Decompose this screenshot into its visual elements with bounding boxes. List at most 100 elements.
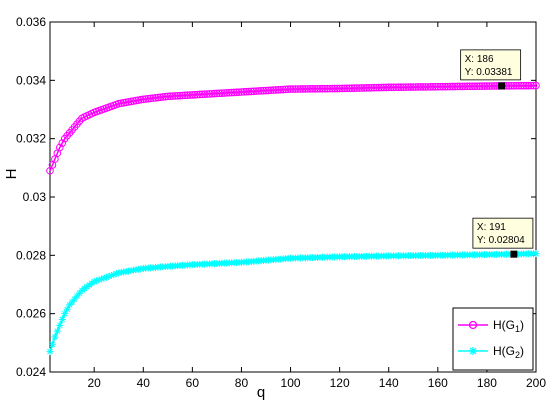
data-point (259, 86, 268, 95)
data-point (164, 92, 172, 101)
data-point (218, 89, 226, 97)
data-point (210, 89, 219, 98)
data-point (100, 274, 108, 282)
data-point (141, 95, 150, 103)
data-point (296, 85, 305, 93)
data-point (372, 83, 381, 92)
data-point (156, 93, 165, 102)
datatip-box (472, 217, 534, 249)
x-tick-label: 40 (137, 376, 151, 390)
data-point (392, 83, 400, 92)
data-point (75, 289, 83, 297)
data-point (254, 87, 263, 95)
legend-box (452, 307, 534, 371)
data-point (343, 84, 351, 93)
data-point (220, 89, 229, 97)
data-point (365, 84, 373, 92)
y-tick-label: 0.032 (16, 132, 46, 146)
data-point (171, 92, 179, 100)
data-point (112, 270, 120, 278)
data-point (470, 82, 479, 91)
data-point (527, 81, 535, 90)
series-2 (46, 250, 540, 356)
data-point (51, 333, 59, 341)
data-point (436, 82, 445, 91)
legend-marker-g1 (468, 320, 478, 330)
data-point (168, 92, 177, 100)
data-point (176, 91, 184, 100)
data-point (66, 301, 74, 309)
x-tick-label: 60 (186, 376, 200, 390)
data-point (399, 83, 408, 91)
data-point (274, 86, 283, 94)
data-point (308, 85, 317, 93)
data-point (441, 82, 449, 91)
data-point (483, 82, 491, 90)
y-tick-label: 0.024 (16, 365, 46, 379)
data-point (367, 83, 376, 92)
datatip-box (460, 49, 522, 81)
data-point (183, 91, 192, 100)
data-point (191, 90, 199, 99)
data-point (519, 81, 528, 90)
data-point (286, 85, 295, 93)
data-point (419, 83, 427, 91)
datatip-2: X: 191 Y: 0.02804 (472, 217, 534, 258)
data-point (461, 82, 469, 91)
data-point (279, 85, 287, 94)
datatip-1: X: 186 Y: 0.03381 (460, 49, 522, 90)
data-point (375, 83, 383, 92)
data-point (237, 88, 246, 96)
data-point (149, 94, 157, 102)
data-point (281, 85, 290, 94)
data-point (330, 84, 339, 93)
data-point (490, 82, 499, 90)
data-point (355, 84, 364, 92)
data-point (71, 295, 79, 303)
data-point (377, 83, 386, 92)
data-point (198, 90, 206, 99)
data-point (193, 90, 202, 99)
data-point (426, 83, 435, 91)
data-point (188, 91, 197, 99)
data-point (257, 87, 265, 95)
data-point (421, 83, 430, 91)
data-point (242, 87, 251, 96)
data-point (458, 82, 467, 91)
data-point (505, 82, 513, 90)
data-point (178, 91, 187, 100)
data-point (58, 139, 67, 147)
data-point (465, 82, 474, 91)
data-point (480, 82, 489, 90)
data-point (247, 87, 256, 96)
data-point (303, 85, 312, 93)
data-point (321, 84, 329, 93)
legend: H(G1) H(G2) (452, 307, 534, 371)
data-point (414, 83, 422, 91)
data-point (485, 82, 494, 90)
data-point (230, 88, 238, 97)
data-point (90, 278, 98, 286)
datatip-marker (510, 250, 518, 258)
data-point (203, 90, 211, 98)
y-tick-label: 0.026 (16, 307, 46, 321)
data-point (61, 310, 69, 318)
data-point (335, 84, 344, 93)
data-point (56, 321, 64, 329)
data-point (144, 94, 152, 103)
data-point (451, 82, 459, 91)
legend-label-g1: H(G1) (493, 318, 524, 334)
data-point (370, 83, 378, 92)
data-point (348, 84, 356, 93)
data-point (139, 95, 148, 104)
datatip-marker (498, 82, 506, 90)
data-point (154, 93, 162, 102)
data-point (318, 84, 327, 93)
data-point (529, 81, 538, 90)
data-point (110, 271, 118, 279)
data-point (53, 327, 61, 335)
data-point (338, 84, 346, 93)
y-tick-label: 0.034 (16, 73, 46, 87)
data-point (173, 91, 182, 100)
data-point (409, 83, 418, 91)
